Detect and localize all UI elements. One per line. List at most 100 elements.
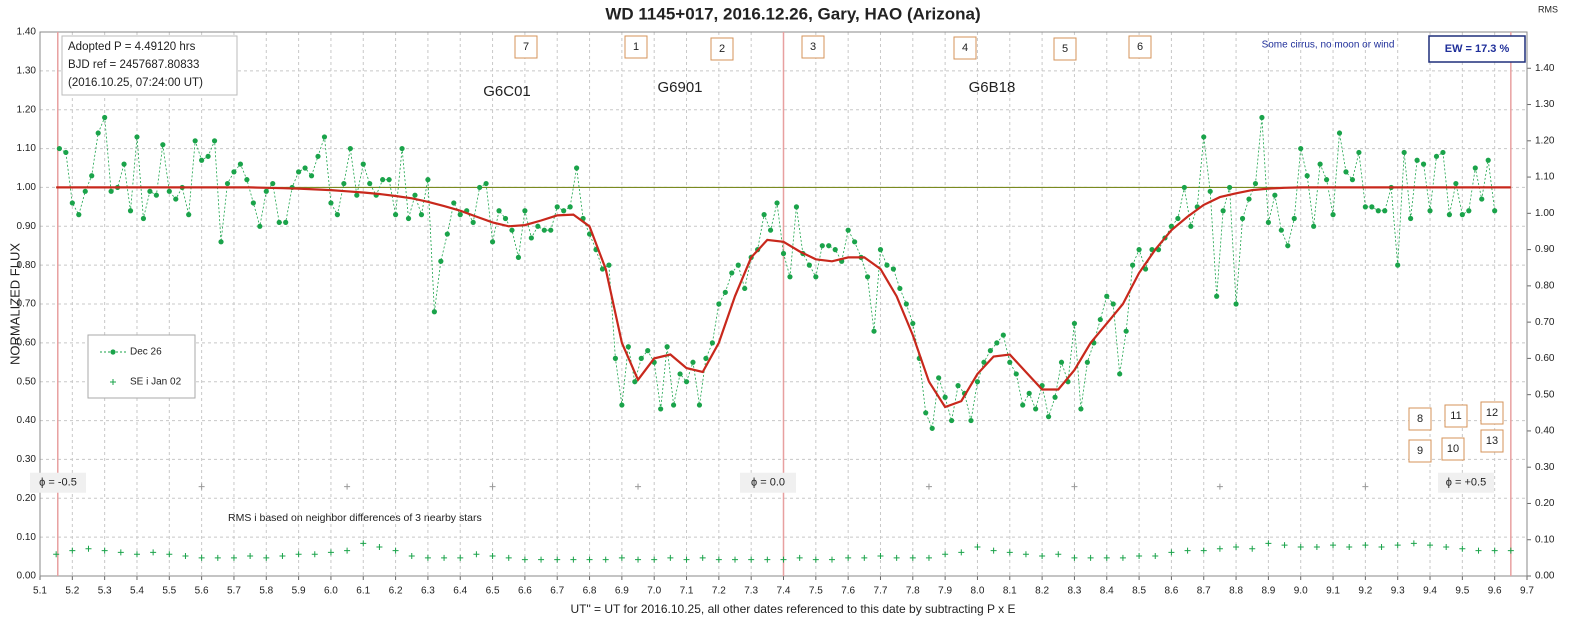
info-text: Adopted P = 4.49120 hrs (68, 41, 196, 53)
data-point (1039, 553, 1046, 560)
x-tick-label: 9.4 (1423, 586, 1437, 597)
data-point (1343, 169, 1349, 175)
data-point (667, 554, 674, 561)
data-point (990, 547, 997, 554)
data-point (1136, 553, 1143, 560)
data-point (147, 188, 153, 194)
data-point (567, 204, 573, 210)
x-tick-label: 5.7 (227, 586, 241, 597)
data-point (787, 274, 793, 280)
data-point (283, 219, 289, 225)
data-point (1020, 402, 1026, 408)
data-point (890, 266, 897, 272)
data-point (502, 215, 509, 222)
legend-label: Dec 26 (130, 347, 162, 358)
group-label: G6901 (657, 79, 702, 96)
data-point (942, 551, 949, 558)
event-number: 3 (810, 41, 816, 53)
data-point (1168, 223, 1175, 229)
data-point (877, 553, 884, 560)
x-tick-label: 8.0 (971, 586, 985, 597)
x-tick-label: 7.5 (809, 586, 823, 597)
data-point (431, 309, 437, 315)
x-tick-label: 6.0 (324, 586, 338, 597)
data-point (1349, 177, 1356, 183)
data-point (709, 340, 715, 346)
data-point (1265, 219, 1271, 225)
event-number: 7 (523, 41, 529, 53)
data-point (1401, 149, 1407, 156)
data-point (852, 239, 858, 245)
data-point (376, 543, 383, 550)
data-point (230, 554, 237, 561)
data-point (1201, 134, 1207, 140)
data-point (344, 547, 351, 554)
x-tick-label: 5.2 (65, 586, 79, 597)
data-point (1130, 262, 1136, 268)
data-point (645, 348, 651, 354)
y-tick-label: 1.20 (17, 104, 37, 115)
y2-tick-label: 0.00 (1535, 571, 1555, 582)
data-point (715, 556, 722, 563)
data-point (619, 402, 625, 408)
data-point (1220, 208, 1226, 214)
gray-mark (344, 483, 351, 490)
event-box (514, 35, 538, 59)
data-point (1330, 542, 1337, 549)
event-number: 4 (962, 42, 968, 54)
data-point (1356, 149, 1362, 156)
data-point (690, 359, 696, 365)
data-point (95, 130, 101, 136)
rms-note: RMS i based on neighbor differences of 3… (228, 512, 482, 524)
data-point (1492, 208, 1498, 214)
data-point (929, 425, 935, 431)
y-tick-label: 1.40 (17, 27, 37, 38)
ew-box (1428, 35, 1526, 63)
x-tick-label: 7.7 (874, 586, 888, 597)
data-point (347, 145, 353, 152)
data-point (1427, 542, 1434, 549)
data-point (1184, 547, 1191, 554)
data-point (424, 554, 431, 561)
y-tick-label: 0.30 (17, 454, 37, 465)
x-tick-label: 7.9 (938, 586, 952, 597)
data-point (1323, 177, 1330, 183)
data-point (774, 200, 780, 206)
data-point (408, 553, 415, 560)
x-tick-label: 8.6 (1164, 586, 1178, 597)
data-point (1485, 157, 1491, 163)
data-point (638, 355, 644, 361)
data-point (1443, 543, 1450, 550)
event-number: 2 (719, 43, 725, 55)
x-tick-label: 6.5 (486, 586, 500, 597)
data-point (1410, 540, 1417, 547)
data-point (127, 208, 134, 214)
x-tick-label: 6.9 (615, 586, 629, 597)
data-point (793, 204, 800, 210)
data-point (845, 554, 852, 561)
y2-axis-title: RMS (1538, 4, 1558, 14)
data-point (1285, 243, 1291, 249)
data-point (1013, 371, 1019, 377)
data-point (334, 212, 340, 218)
data-point (1459, 212, 1465, 218)
event-box (1480, 401, 1504, 425)
data-point (570, 556, 577, 563)
x-tick-label: 5.6 (195, 586, 209, 597)
data-point (1420, 161, 1427, 167)
data-point (767, 227, 774, 233)
data-point (1369, 204, 1375, 210)
data-point (1313, 543, 1320, 550)
data-point (1246, 196, 1252, 202)
data-point (948, 417, 955, 424)
y2-tick-label: 1.10 (1535, 172, 1555, 183)
data-point (121, 161, 127, 167)
data-point (1362, 204, 1368, 210)
info-text: (2016.10.25, 07:24:00 UT) (68, 77, 203, 89)
data-point (1175, 215, 1181, 222)
y2-tick-label: 1.20 (1535, 135, 1555, 146)
x-tick-label: 9.2 (1358, 586, 1372, 597)
y-tick-label: 0.10 (17, 532, 37, 543)
y2-tick-label: 1.40 (1535, 63, 1555, 74)
